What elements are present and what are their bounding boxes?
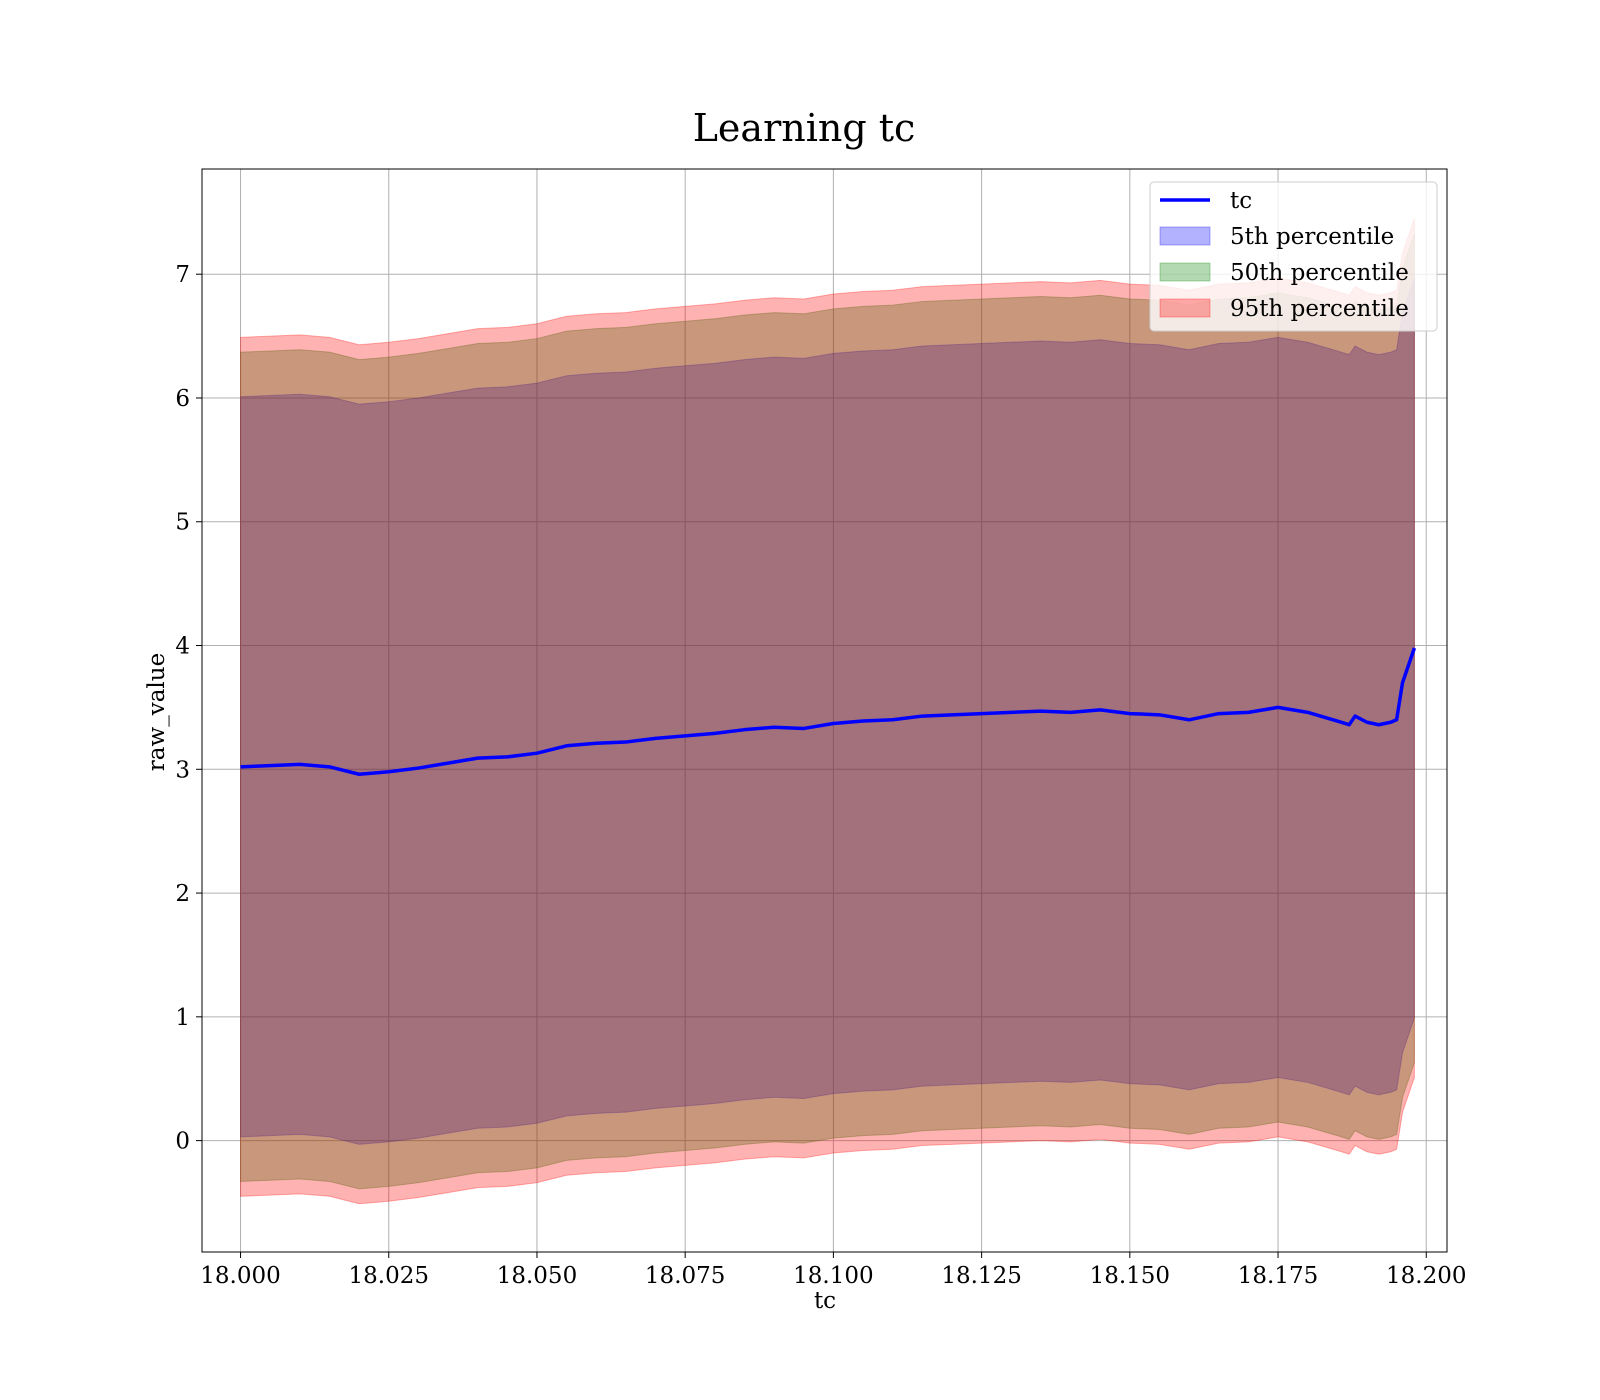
x-tick-label: 18.125 xyxy=(941,1263,1021,1289)
x-tick-label: 18.200 xyxy=(1386,1263,1466,1289)
legend: tc 5th percentile 50th percentile 95th perc… xyxy=(1149,181,1438,332)
x-tick-label: 18.075 xyxy=(645,1263,725,1289)
band-95th-percentile xyxy=(240,218,1415,1205)
x-axis-label: tc xyxy=(814,1288,836,1314)
y-tick-label: 3 xyxy=(175,757,190,783)
legend-label: tc xyxy=(1230,188,1252,214)
y-axis-ticks: 0 1 2 3 4 5 6 7 xyxy=(175,262,202,1155)
series-lines xyxy=(240,647,1417,776)
band-50th-percentile xyxy=(240,233,1415,1190)
y-tick-label: 5 xyxy=(175,510,190,536)
y-tick-label: 4 xyxy=(175,634,190,660)
x-axis-ticks: 18.000 18.025 18.050 18.075 18.100 18.125 18.1… xyxy=(200,1252,1466,1289)
legend-label: 95th percentile xyxy=(1230,296,1409,322)
legend-patch-swatch xyxy=(1159,226,1211,246)
x-tick-label: 18.100 xyxy=(793,1263,873,1289)
plot-area-frame xyxy=(201,168,1448,1253)
percentile-bands xyxy=(240,218,1415,1205)
legend-item: 5th percentile xyxy=(1159,224,1394,250)
legend-item: 95th percentile xyxy=(1159,296,1409,322)
y-tick-label: 2 xyxy=(175,881,190,907)
chart-title: Learning tc xyxy=(693,106,916,150)
grid xyxy=(202,169,1447,1252)
legend-item: tc xyxy=(1160,188,1252,214)
legend-item: 50th percentile xyxy=(1159,260,1409,286)
y-axis-label: raw_value xyxy=(144,653,170,771)
x-tick-label: 18.175 xyxy=(1238,1263,1318,1289)
y-tick-label: 0 xyxy=(175,1129,190,1155)
legend-box xyxy=(1149,181,1438,332)
legend-patch-swatch xyxy=(1159,262,1211,282)
band-5th-percentile xyxy=(240,277,1415,1145)
x-tick-label: 18.025 xyxy=(349,1263,429,1289)
x-tick-label: 18.150 xyxy=(1090,1263,1170,1289)
y-tick-label: 6 xyxy=(175,386,190,412)
legend-label: 50th percentile xyxy=(1230,260,1409,286)
x-tick-label: 18.000 xyxy=(200,1263,280,1289)
series-line-tc xyxy=(240,647,1417,776)
y-tick-label: 1 xyxy=(175,1005,190,1031)
legend-label: 5th percentile xyxy=(1230,224,1394,250)
y-tick-label: 7 xyxy=(175,262,190,288)
legend-patch-swatch xyxy=(1159,298,1211,318)
x-tick-label: 18.050 xyxy=(497,1263,577,1289)
